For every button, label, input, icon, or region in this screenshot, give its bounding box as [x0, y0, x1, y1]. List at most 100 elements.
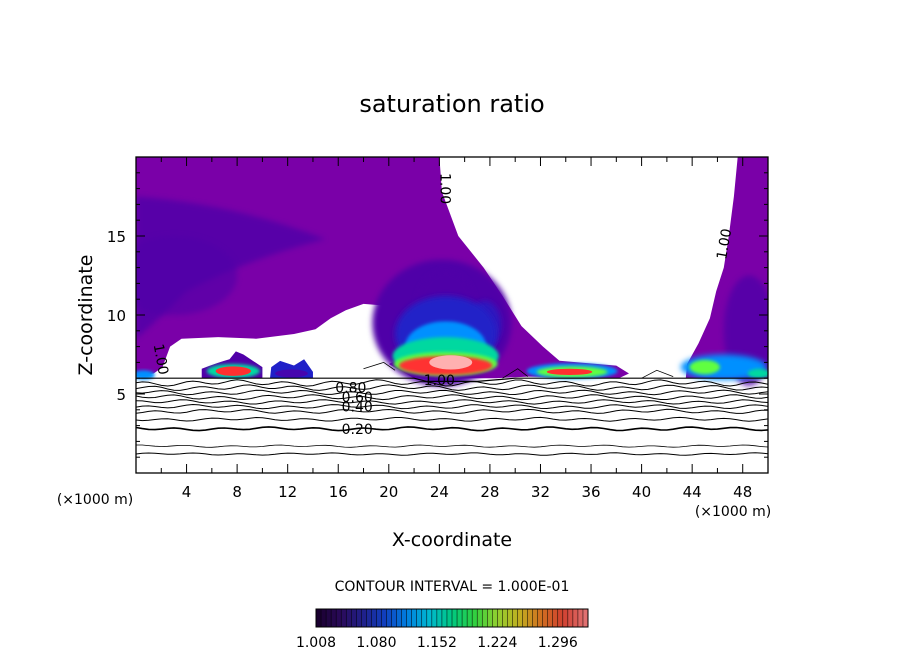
colorbar-cell — [527, 609, 534, 627]
colorbar-cell — [582, 609, 589, 627]
colorbar-label: 1.296 — [538, 635, 578, 651]
colorbar: 1.008 1.080 1.152 1.224 1.296 — [296, 608, 589, 651]
x-tick-label: 8 — [232, 483, 242, 501]
colorbar-cell — [502, 609, 508, 627]
contour-line — [136, 452, 768, 456]
colorbar-cell — [467, 609, 473, 627]
colorbar-cell — [522, 609, 529, 627]
colorbar-cell — [371, 609, 377, 627]
colorbar-label: 1.152 — [417, 635, 457, 651]
plot-area: 0.200.400.600.80 1.001.001.001.004 8 12 16 20… — [107, 156, 769, 501]
y-tick-label: 15 — [107, 228, 126, 246]
colorbar-cell — [386, 609, 393, 627]
contour-label: 0.20 — [342, 422, 373, 438]
colorbar-cell — [457, 609, 463, 627]
colorbar-cell — [512, 609, 518, 627]
x-tick-label: 32 — [531, 483, 550, 501]
colorbar-label: 1.008 — [296, 635, 336, 651]
colorbar-cell — [426, 609, 433, 627]
x-tick-label: 20 — [379, 483, 398, 501]
x-tick-label: 44 — [683, 483, 702, 501]
band-left — [136, 236, 238, 315]
core-peak — [429, 355, 473, 370]
colorbar-cell — [436, 609, 443, 627]
contour-label: 1.00 — [150, 343, 171, 376]
y-tick-label: 10 — [107, 307, 126, 325]
colorbar-cell — [462, 609, 468, 627]
blob-right-edge-green — [689, 360, 720, 375]
contour-line-bump — [502, 368, 529, 379]
colorbar-cell — [542, 609, 549, 627]
x-axis-label: X-coordinate — [392, 529, 512, 551]
colorbar-cell — [381, 609, 388, 627]
contour-label: 0.60 — [342, 390, 373, 406]
x-tick-label: 4 — [182, 483, 192, 501]
colorbar-cell — [431, 609, 438, 627]
colorbar-cell — [316, 609, 322, 627]
colorbar-frame — [315, 608, 589, 628]
x-tick-label: 24 — [430, 483, 449, 501]
contour-label: 0.80 — [335, 381, 366, 397]
contour-line-1 — [136, 377, 768, 382]
x-unit-right: (×1000 m) — [695, 504, 771, 520]
colorbar-cell — [336, 609, 342, 627]
contour-label: 1.00 — [437, 173, 453, 204]
colorbar-cell — [361, 609, 367, 627]
x-tick-label: 40 — [632, 483, 651, 501]
colorbar-cell — [341, 609, 347, 627]
chart-title: saturation ratio — [359, 90, 544, 118]
colorbar-cell — [346, 609, 352, 627]
colorbar-cell — [507, 609, 513, 627]
contour-line — [136, 379, 768, 387]
blob-left-red — [215, 366, 252, 376]
colorbar-cell — [441, 609, 448, 627]
colorbar-cell — [351, 609, 357, 627]
colorbar-cell — [411, 609, 418, 627]
colorbar-cell — [497, 609, 503, 627]
blob-mid-inner — [275, 369, 308, 378]
colorbar-cell — [326, 609, 332, 627]
colorbar-cell — [452, 609, 458, 627]
contour-line — [136, 389, 768, 396]
colorbar-cell — [482, 609, 488, 627]
x-tick-label: 12 — [278, 483, 297, 501]
colorbar-cell — [547, 609, 554, 627]
colorbar-cell — [562, 609, 569, 627]
contour-line — [136, 444, 768, 448]
colorbar-cell — [472, 609, 478, 627]
colorbar-cell — [487, 609, 493, 627]
colorbar-label: 1.224 — [477, 635, 517, 651]
colorbar-cell — [572, 609, 579, 627]
colorbar-cell — [331, 609, 337, 627]
colorbar-cell — [421, 609, 428, 627]
x-tick-label: 28 — [480, 483, 499, 501]
colorbar-cell — [477, 609, 483, 627]
contour-label: 1.00 — [424, 373, 455, 389]
x-tick-label: 36 — [581, 483, 600, 501]
colorbar-cell — [537, 609, 544, 627]
contour-label: 1.00 — [714, 227, 735, 260]
blob-left-edge — [136, 370, 155, 380]
x-tick-label: 16 — [329, 483, 348, 501]
contour-line — [136, 408, 768, 414]
colorbar-cell — [567, 609, 574, 627]
colorbar-cell — [401, 609, 408, 627]
colorbar-cell — [416, 609, 423, 627]
contour-line-bump — [641, 369, 674, 379]
contour-line — [136, 426, 768, 432]
y-tick-label: 5 — [116, 386, 126, 404]
colorbar-cell — [321, 609, 327, 627]
colorbar-cell — [446, 609, 453, 627]
colorbar-cell — [557, 609, 564, 627]
colorbar-cell — [552, 609, 559, 627]
colorbar-cell — [577, 609, 584, 627]
colorbar-cell — [356, 609, 362, 627]
contour-line — [136, 384, 768, 391]
contour-line-bump — [363, 361, 396, 371]
x-unit-left: (×1000 m) — [57, 492, 133, 508]
colorbar-cell — [396, 609, 403, 627]
y-axis-label: Z-coordinate — [75, 255, 97, 376]
colorbar-cell — [517, 609, 524, 627]
blob-right-edge-small — [747, 368, 768, 379]
